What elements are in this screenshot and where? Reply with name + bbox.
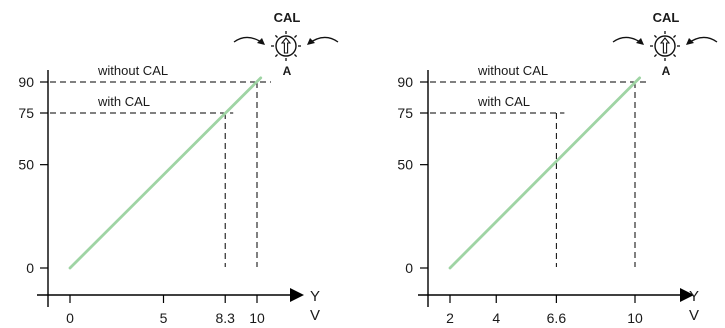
x-tick-label: 8.3 [215, 310, 235, 323]
y-tick-label: 90 [18, 74, 34, 90]
knob-tick-icon [294, 54, 298, 58]
knob-tick-icon [673, 54, 677, 58]
knob-letter: A [283, 64, 292, 78]
arrowhead-icon [257, 38, 265, 45]
annotation-label: with CAL [477, 94, 530, 109]
y-arrow-label: Y [310, 288, 320, 305]
arrowhead-icon [636, 38, 644, 45]
y-tick-label: 0 [26, 260, 34, 276]
x-axis-arrow-icon [290, 288, 304, 302]
arrowhead-icon [307, 38, 315, 45]
x-tick-label: 5 [160, 310, 168, 323]
knob-tick-icon [653, 54, 657, 58]
knob-title: CAL [653, 10, 680, 25]
knob-tick-icon [653, 34, 657, 38]
arrowhead-icon [686, 38, 694, 45]
x-tick-label: 4 [492, 310, 500, 323]
x-axis-arrow-icon [680, 288, 694, 302]
x-tick-label: 10 [249, 310, 265, 323]
y-tick-label: 50 [18, 157, 34, 173]
knob-tick-icon [673, 34, 677, 38]
x-tick-label: 2 [446, 310, 454, 323]
y-tick-label: 75 [18, 105, 34, 121]
y-tick-label: 90 [397, 74, 413, 90]
y-tick-label: 75 [397, 105, 413, 121]
knob-pointer-icon [280, 37, 292, 54]
annotation-label: without CAL [477, 63, 548, 78]
knob-tick-icon [294, 34, 298, 38]
x-tick-label: 6.6 [547, 310, 567, 323]
annotation-label: without CAL [97, 63, 168, 78]
knob-pointer-icon [659, 37, 671, 54]
knob-letter: A [662, 64, 671, 78]
series-line [448, 76, 642, 270]
y-tick-label: 0 [405, 260, 413, 276]
knob-title: CAL [274, 10, 301, 25]
y-arrow-label: Y [689, 288, 699, 305]
x-tick-label: 10 [627, 310, 643, 323]
x-axis-label: V [689, 307, 699, 323]
knob-tick-icon [274, 54, 278, 58]
x-axis-label: V [310, 307, 320, 323]
annotation-label: with CAL [97, 94, 150, 109]
y-tick-label: 50 [397, 157, 413, 173]
knob-tick-icon [274, 34, 278, 38]
series-line [68, 76, 263, 270]
x-tick-label: 0 [66, 310, 74, 323]
